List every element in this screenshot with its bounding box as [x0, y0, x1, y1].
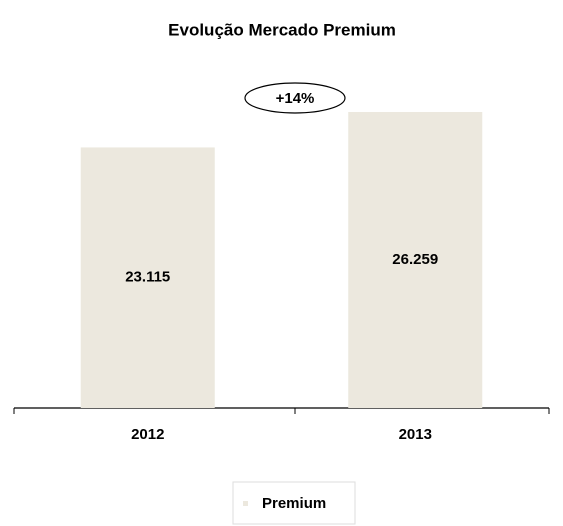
- data-label: 26.259: [392, 251, 438, 268]
- legend-marker: [243, 501, 248, 506]
- x-tick-label: 2013: [399, 426, 432, 443]
- data-label: 23.115: [125, 269, 170, 286]
- annotation: +14%: [276, 90, 315, 107]
- legend-box: [232, 481, 356, 525]
- bar: [80, 147, 215, 408]
- legend-label: Premium: [262, 495, 326, 512]
- annotation-ellipse: [244, 82, 346, 114]
- x-tick-label: 2012: [131, 426, 164, 443]
- chart-title: Evolução Mercado Premium: [168, 20, 396, 39]
- bar: [348, 112, 483, 408]
